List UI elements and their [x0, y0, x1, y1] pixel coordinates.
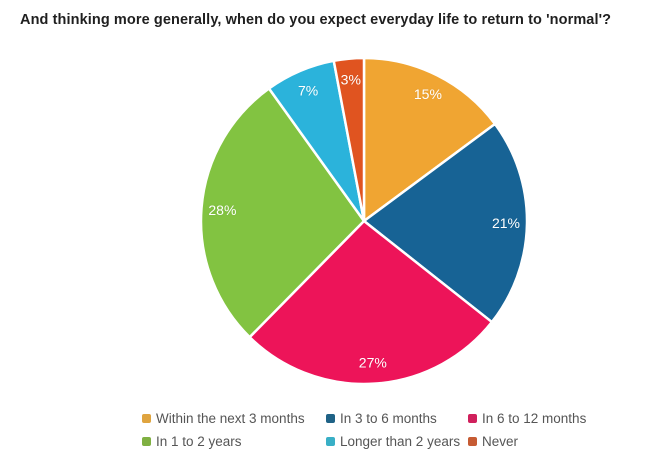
pie-slice-label: 3% [341, 72, 361, 88]
legend-marker-icon [142, 436, 151, 446]
legend-label: Longer than 2 years [340, 433, 461, 449]
legend: Within the next 3 months In 3 to 6 months… [142, 410, 586, 449]
legend-marker-icon [468, 413, 477, 423]
legend-label: Within the next 3 months [156, 410, 305, 426]
pie-slice-label: 27% [359, 355, 387, 371]
legend-item-4[interactable]: Longer than 2 years [326, 433, 468, 449]
pie-slice-label: 21% [492, 215, 520, 231]
pie-slice-label: 28% [208, 202, 236, 218]
legend-marker-icon [142, 413, 151, 423]
legend-marker-icon [326, 436, 335, 446]
legend-marker-icon [326, 413, 335, 423]
chart-title: And thinking more generally, when do you… [20, 12, 612, 28]
pie-slice-3[interactable] [199, 87, 366, 339]
legend-item-3[interactable]: In 1 to 2 years [142, 433, 326, 449]
pie-slice-2[interactable] [248, 219, 494, 386]
pie-slice-0[interactable] [362, 56, 497, 223]
pie-slice-label: 7% [298, 83, 318, 99]
pie-slice-label: 15% [414, 86, 442, 102]
legend-item-5[interactable]: Never [468, 433, 586, 449]
pie-slice-1[interactable] [362, 122, 529, 324]
legend-marker-icon [468, 436, 477, 446]
legend-label: In 6 to 12 months [482, 410, 587, 426]
legend-item-1[interactable]: In 3 to 6 months [326, 410, 468, 426]
pie-slice-5[interactable] [332, 56, 366, 223]
legend-label: Never [482, 433, 519, 449]
legend-label: In 3 to 6 months [340, 410, 437, 426]
legend-item-0[interactable]: Within the next 3 months [142, 410, 326, 426]
legend-item-2[interactable]: In 6 to 12 months [468, 410, 586, 426]
legend-label: In 1 to 2 years [156, 433, 242, 449]
